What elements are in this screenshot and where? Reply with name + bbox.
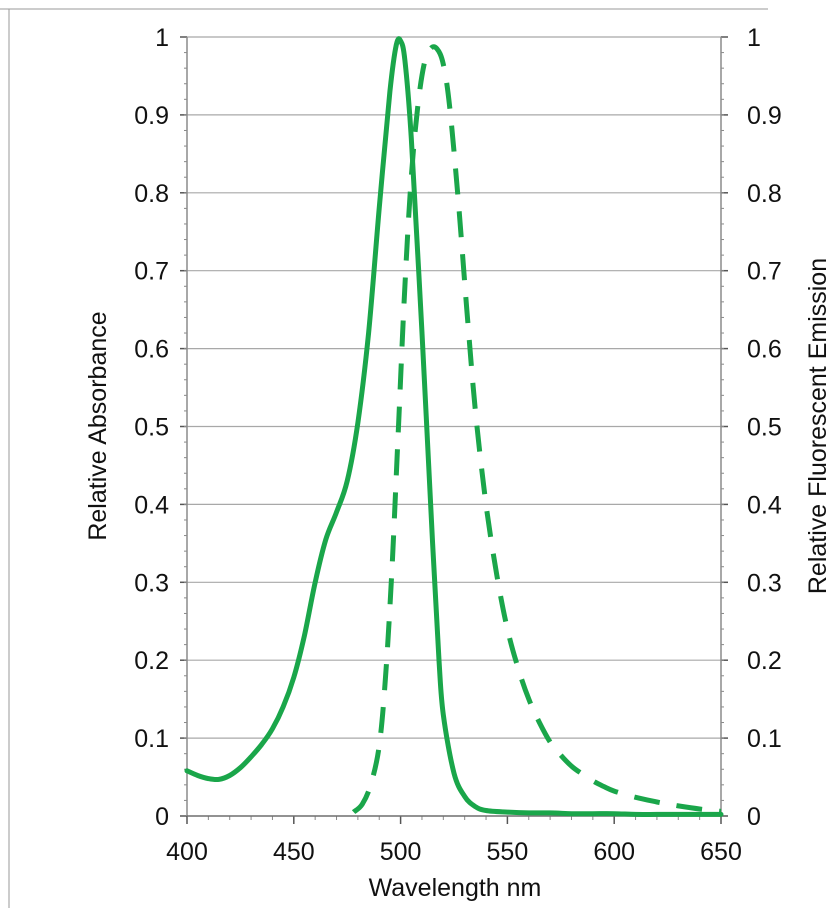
y-tick-label-left: 0.4 [134,491,169,519]
y-tick-label-right: 0.9 [747,102,782,130]
y-tick-label-left: 0.7 [134,258,169,286]
y-tick-label-right: 0.5 [747,414,782,442]
y-tick-label-right: 0 [747,803,761,831]
axes [180,36,728,824]
y-tick-label-left: 0.5 [134,414,169,442]
y-tick-label-left: 0.2 [134,647,169,675]
y-tick-label-left: 0 [155,803,169,831]
absorbance-curve-solid [184,36,724,817]
series [184,36,724,817]
y-tick-label-left: 0.1 [134,725,169,753]
x-tick-label: 550 [487,838,529,866]
x-tick-label: 650 [700,838,742,866]
x-tick-label: 400 [166,838,208,866]
y-axis-left-label: Relative Absorbance [84,311,112,540]
y-tick-label-right: 0.6 [747,336,782,364]
y-tick-label-left: 0.6 [134,336,169,364]
tick-labels: 0 0 0.1 0.1 0.2 0.2 0.3 0.3 0.4 0.4 0.5 0.5 0.6 0.6 0.… [134,24,782,866]
y-tick-label-right: 0.2 [747,647,782,675]
y-tick-label-right: 0.8 [747,180,782,208]
y-tick-label-left: 1 [155,24,169,52]
y-tick-label-left: 0.9 [134,102,169,130]
emission-curve-dashed [351,44,722,815]
y-tick-label-right: 0.3 [747,569,782,597]
y-axis-right-label: Relative Fluorescent Emission [804,258,832,594]
y-tick-label-right: 1 [747,24,761,52]
y-tick-label-left: 0.8 [134,180,169,208]
y-tick-label-right: 0.1 [747,725,782,753]
x-tick-label: 500 [380,838,422,866]
x-tick-label: 450 [273,838,315,866]
y-tick-label-right: 0.7 [747,258,782,286]
x-tick-label: 600 [593,838,635,866]
y-tick-label-left: 0.3 [134,569,169,597]
x-axis-label: Wavelength nm [369,874,542,902]
y-tick-label-right: 0.4 [747,491,782,519]
grid-lines [187,36,721,739]
